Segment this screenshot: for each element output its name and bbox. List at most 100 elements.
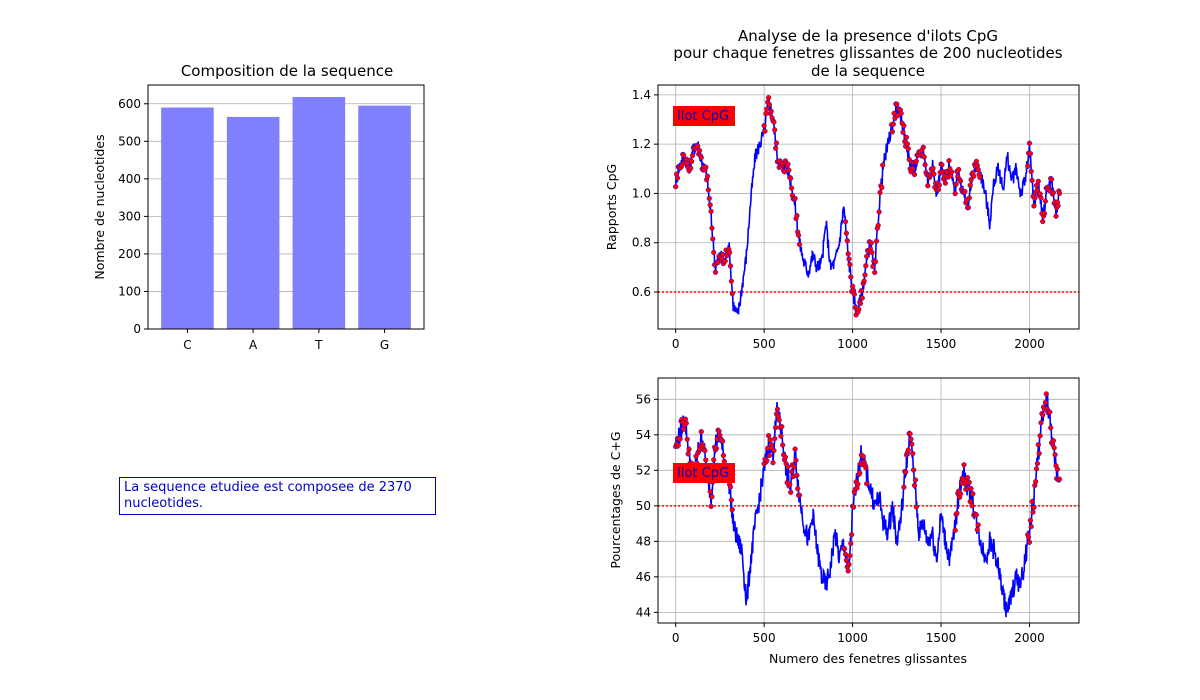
composition-ticks: 0 100 200 300 400 500 600 C A T G <box>118 97 389 352</box>
cg-percent-island-point <box>911 482 918 489</box>
cpg-ratio-island-point <box>796 241 803 248</box>
cg-percent-island-point <box>1040 412 1046 418</box>
cpg-ratio-island-point <box>911 171 918 178</box>
cg-percent-island-point <box>1042 399 1049 406</box>
cpg-ratio-plot-frame <box>657 84 1080 330</box>
cpg-ratio-island-point <box>727 263 734 269</box>
cg-percent-island-point <box>966 479 972 486</box>
cpg-ratio-island-point <box>698 155 704 161</box>
composition-ytick-label: 300 <box>118 209 141 223</box>
cg-percent-island-point <box>707 488 713 495</box>
composition-plot-frame <box>147 84 425 330</box>
composition-bars <box>161 97 411 330</box>
cg-percent-island-point <box>776 417 782 423</box>
cpg-ratio-title-line-1: Analyse de la presence d'ilots CpG <box>738 27 998 45</box>
cpg-ratio-island-point <box>1055 203 1061 209</box>
cpg-ratio-island-point <box>861 278 867 284</box>
cpg-ratio-island-point <box>880 162 886 168</box>
cpg-ratio-island-point <box>1029 177 1035 184</box>
cg-percent-island-point <box>902 469 909 475</box>
cg-percent-island-point <box>969 503 975 509</box>
cpg-ratio-island-point <box>844 238 850 244</box>
cpg-ratio-island-point <box>1038 195 1044 201</box>
cg-percent-xlabel: Numero des fenetres glissantes <box>769 651 967 666</box>
cpg-ratio-island-point <box>705 187 712 193</box>
cg-percent-island-point <box>908 436 914 442</box>
cpg-ratio-island-point <box>920 144 926 150</box>
cg-percent-island-point <box>698 429 704 435</box>
cg-percent-island-point <box>849 532 855 538</box>
cpg-ratio-island-point <box>889 129 896 135</box>
cpg-ratio-island-point <box>864 253 870 259</box>
cg-percent-island-point <box>721 458 727 464</box>
cpg-ratio-island-point <box>863 263 869 269</box>
cg-percent-island-point <box>1033 479 1039 485</box>
cpg-ratio-island-point <box>673 184 679 190</box>
cpg-ratio-island-point <box>795 232 802 238</box>
cg-percent-ytick-label: 50 <box>636 499 651 513</box>
cg-percent-island-point <box>677 436 683 442</box>
cpg-ratio-island-point <box>913 158 919 164</box>
cpg-ratio-island-point <box>1025 163 1031 169</box>
cpg-ratio-ytick-label: 1.0 <box>632 186 651 200</box>
cpg-ratio-island-point <box>939 162 945 168</box>
cg-percent-island-point <box>709 494 715 500</box>
cpg-ratio-island-point <box>1028 168 1034 175</box>
cpg-ratio-island-point <box>1041 210 1048 217</box>
cpg-ratio-island-point <box>1050 189 1057 196</box>
cg-percent-island-point <box>720 452 727 459</box>
cg-percent-island-point <box>686 446 692 452</box>
cpg-ratio-island-point <box>851 291 857 297</box>
cg-percent-island-point <box>1027 517 1034 524</box>
cpg-ratio-island-point <box>773 140 780 146</box>
cpg-ratio-island-point <box>858 288 865 294</box>
cg-percent-island-point <box>713 445 720 452</box>
cpg-ratio-island-point <box>726 250 733 256</box>
cg-percent-island-point <box>1036 450 1042 457</box>
cg-percent-island-point <box>841 546 848 552</box>
cpg-ratio-island-point <box>859 295 865 301</box>
cg-percent-island-point <box>685 451 691 457</box>
cg-percent-island-point <box>850 504 857 510</box>
cpg-ratio-island-point <box>1031 203 1037 209</box>
cpg-ratio-island-point <box>1026 140 1033 146</box>
cpg-ratio-island-point <box>957 178 964 184</box>
cg-percent-island-point <box>847 553 853 559</box>
composition-ytick-label: 500 <box>118 134 141 148</box>
cg-percent-island-point <box>727 484 734 490</box>
cpg-ratio-legend-box <box>673 106 735 126</box>
cpg-ratio-island-point <box>1032 195 1038 201</box>
cpg-ratio-island-point <box>977 174 983 181</box>
cg-percent-ticks: 0 500 1000 1500 2000 44 46 48 50 52 54 56 <box>636 392 1045 645</box>
cpg-ratio-island-point <box>703 164 709 170</box>
cpg-ratio-island-point <box>879 185 885 191</box>
cg-percent-island-point <box>1035 442 1041 448</box>
cpg-ratio-island-point <box>904 141 911 147</box>
cg-percent-legend: Ilot CpG <box>673 463 735 483</box>
cpg-ratio-island-point <box>1027 151 1034 157</box>
cg-percent-island-point <box>778 433 784 439</box>
cpg-ratio-island-point <box>710 236 716 242</box>
cpg-ratio-island-point <box>788 185 795 191</box>
cg-percent-island-point <box>1051 445 1057 451</box>
cg-percent-island-point <box>973 512 980 518</box>
cpg-ratio-island-point <box>843 230 850 236</box>
cpg-ratio-island-point <box>768 108 774 114</box>
cpg-ratio-island-point <box>766 101 773 108</box>
cpg-ratio-island-point <box>898 110 904 117</box>
cg-percent-island-point <box>1038 420 1044 426</box>
cpg-ratio-island-point <box>708 208 714 215</box>
cg-percent-xtick-label: 500 <box>753 631 776 645</box>
cg-percent-xtick-label: 2000 <box>1014 631 1045 645</box>
cpg-ratio-island-point <box>936 182 942 188</box>
cg-percent-island-point <box>964 475 971 481</box>
composition-xtick-label: G <box>380 338 389 352</box>
cg-percent-island-point <box>729 507 735 513</box>
cg-percent-island-point <box>864 481 870 487</box>
cpg-ratio-island-point <box>870 263 876 270</box>
cg-percent-island-point <box>848 540 854 547</box>
cpg-ratio-ytick-label: 0.6 <box>632 285 651 299</box>
cpg-ratio-xtick-label: 0 <box>672 337 680 351</box>
